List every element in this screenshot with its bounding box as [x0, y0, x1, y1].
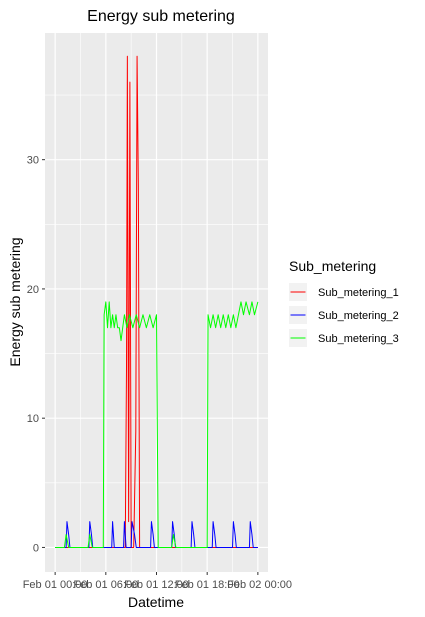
- legend-label-2: Sub_metering_2: [318, 310, 399, 322]
- legend-title: Sub_metering: [289, 258, 376, 274]
- series-line-3: [55, 301, 259, 548]
- series-lines: [55, 55, 259, 548]
- x-tick-label: Feb 01 18:00: [175, 579, 240, 591]
- y-axis-ticks: 0 10 20 30: [27, 155, 45, 554]
- y-tick-label: 30: [27, 155, 39, 167]
- y-tick-label: 10: [27, 413, 39, 425]
- y-axis-label: Energy sub metering: [7, 237, 23, 366]
- x-tick-label: Feb 01 00:00: [23, 579, 88, 591]
- series-line-2: [55, 521, 258, 548]
- legend-items: Sub_metering_1 Sub_metering_2 Sub_metering…: [289, 283, 399, 347]
- chart-title: Energy sub metering: [87, 8, 235, 25]
- x-tick-label: Feb 01 12:00: [124, 579, 189, 591]
- x-axis-label: Datetime: [128, 594, 184, 610]
- legend: Sub_metering Sub_metering_1Sub_metering_…: [289, 258, 399, 347]
- x-tick-label: Feb 01 06:00: [73, 579, 138, 591]
- x-tick-label: Feb 02 00:00: [227, 579, 292, 591]
- legend-label-3: Sub_metering_3: [318, 333, 399, 345]
- y-tick-label: 0: [33, 542, 39, 554]
- legend-label-1: Sub_metering_1: [318, 287, 399, 299]
- y-tick-label: 20: [27, 284, 39, 296]
